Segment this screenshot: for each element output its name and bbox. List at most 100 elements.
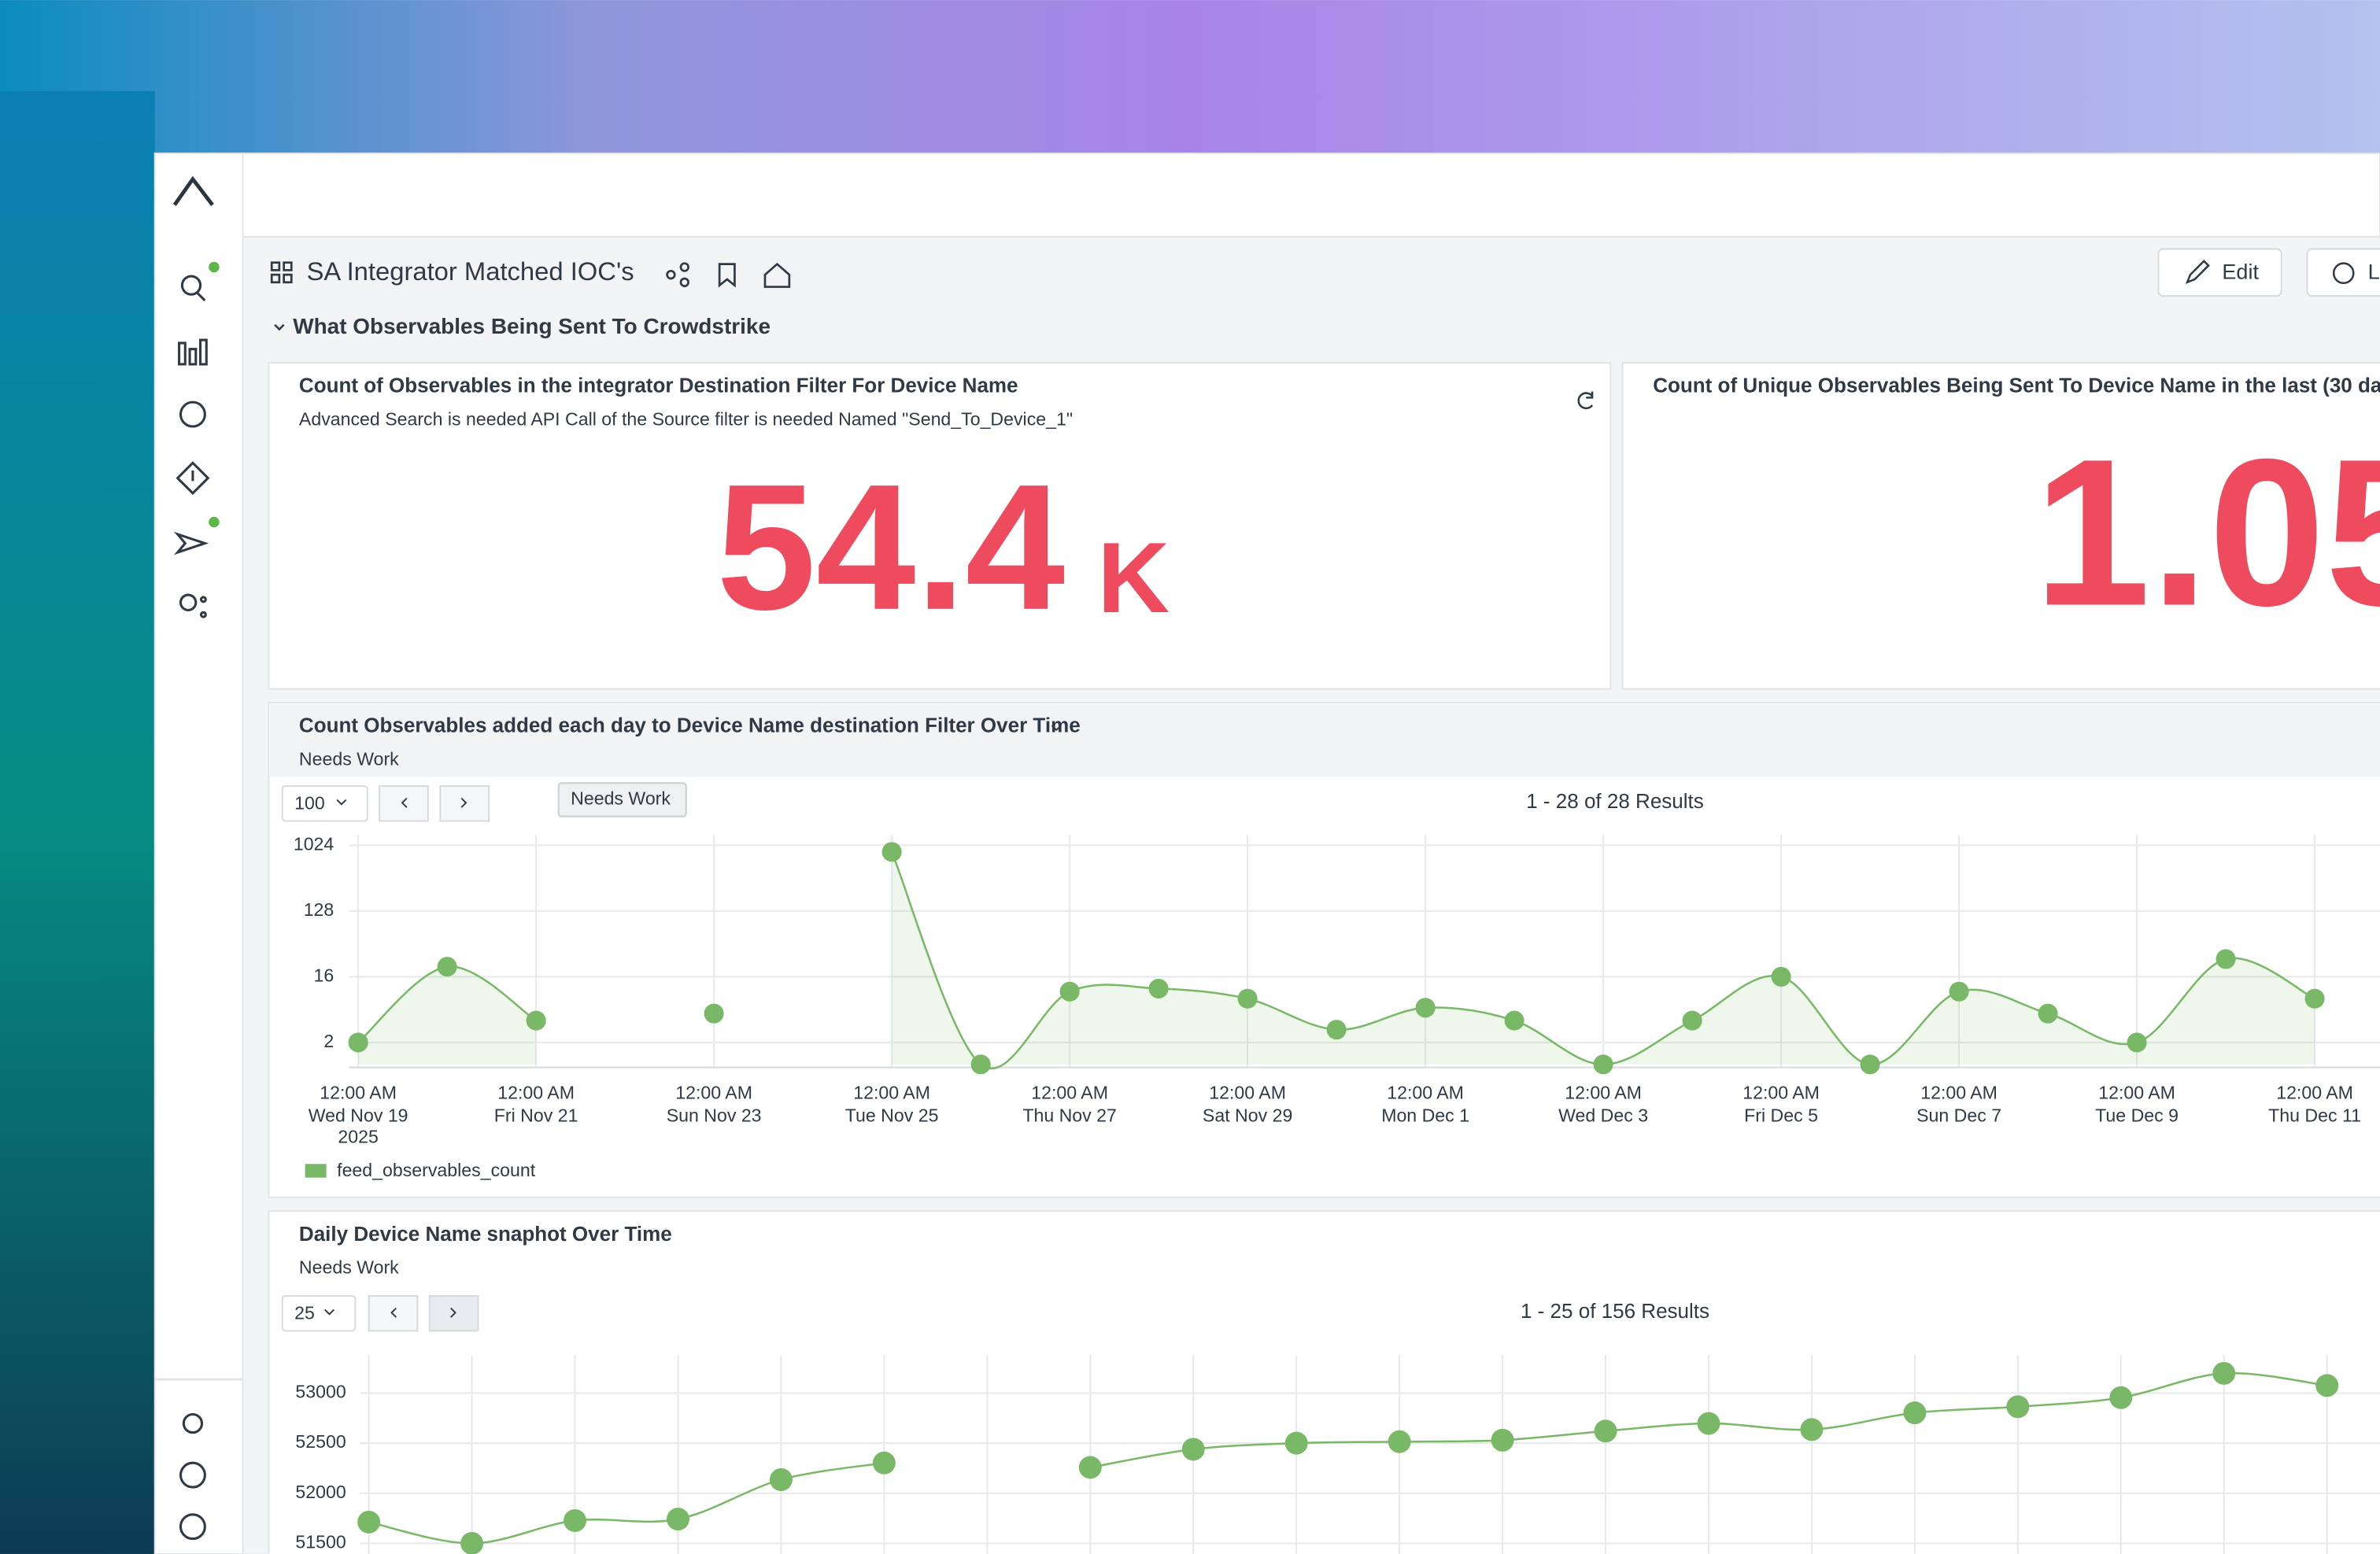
- panel: [268, 362, 1612, 690]
- area: [892, 851, 2315, 1069]
- data-point[interactable]: [2006, 1395, 2030, 1419]
- x-tick-label: Sun Nov 23: [667, 1106, 762, 1126]
- data-point[interactable]: [357, 1510, 381, 1534]
- data-point[interactable]: [1078, 1456, 1102, 1479]
- data-point[interactable]: [2109, 1386, 2133, 1409]
- big-number: 1.05: [2034, 416, 2380, 650]
- data-point[interactable]: [2127, 1032, 2147, 1053]
- charts: Count Observables added each day to Devi…: [268, 702, 2380, 1554]
- page-size: 25: [294, 1302, 315, 1323]
- data-point[interactable]: [1504, 1010, 1524, 1031]
- data-point[interactable]: [667, 1508, 689, 1531]
- big-number-unit: K: [1097, 522, 1170, 633]
- data-point[interactable]: [1800, 1418, 1824, 1441]
- data-point[interactable]: [2304, 988, 2325, 1009]
- data-point[interactable]: [1326, 1020, 1347, 1040]
- next-icon: [450, 1307, 456, 1318]
- tooltip: [557, 782, 687, 818]
- panel-title: Count of Observables in the integrator D…: [299, 374, 1018, 397]
- page-size: 100: [294, 792, 325, 813]
- profile-icon[interactable]: [179, 1461, 206, 1489]
- data-point[interactable]: [1388, 1430, 1411, 1453]
- chart-subtitle: Needs Work: [299, 1257, 399, 1277]
- settings-icon[interactable]: [182, 1412, 204, 1434]
- data-point[interactable]: [2315, 1374, 2339, 1397]
- x-tick-label: Tue Dec 9: [2095, 1106, 2179, 1126]
- x-tick-time: 12:00 AM: [1209, 1083, 1286, 1103]
- data-point[interactable]: [1682, 1010, 1702, 1031]
- y-tick-label: 16: [314, 965, 334, 985]
- collapse-icon[interactable]: [274, 323, 285, 331]
- tooltip-text: Needs Work: [571, 788, 671, 809]
- x-tick-year: 2025: [338, 1127, 378, 1147]
- more-button[interactable]: [2306, 248, 2380, 297]
- area: [358, 966, 537, 1065]
- data-point[interactable]: [460, 1531, 484, 1554]
- help-icon[interactable]: [179, 1513, 206, 1541]
- x-tick-time: 12:00 AM: [1387, 1083, 1464, 1103]
- chart-title: Daily Device Name snaphot Over Time: [299, 1222, 672, 1246]
- chart-panel: Daily Device Name snaphot Over Time Needs…: [268, 1210, 2380, 1554]
- data-point[interactable]: [1771, 966, 1791, 987]
- data-point[interactable]: [970, 1054, 991, 1075]
- x-tick-time: 12:00 AM: [675, 1083, 752, 1103]
- legend-swatch: [305, 1164, 327, 1178]
- data-point[interactable]: [2216, 949, 2236, 969]
- panel: [1621, 362, 2380, 690]
- data-point[interactable]: [348, 1032, 368, 1053]
- data-point[interactable]: [881, 842, 902, 862]
- data-point[interactable]: [564, 1509, 587, 1532]
- analytics-icon[interactable]: [178, 341, 187, 366]
- share-icon[interactable]: [666, 269, 676, 280]
- data-point[interactable]: [1860, 1054, 1880, 1075]
- big-number: 54.4: [716, 448, 1065, 648]
- data-point[interactable]: [526, 1010, 546, 1031]
- search-icon[interactable]: [180, 275, 202, 296]
- data-point[interactable]: [1059, 981, 1080, 1002]
- x-tick-label: Fri Dec 5: [1744, 1106, 1818, 1126]
- data-point[interactable]: [1949, 981, 1969, 1002]
- send-icon[interactable]: [173, 531, 209, 556]
- edit-icon: [2185, 260, 2210, 285]
- data-point[interactable]: [1284, 1431, 1308, 1455]
- data-point[interactable]: [1594, 1419, 1617, 1443]
- y-tick-label: 51500: [295, 1532, 346, 1552]
- edit-button[interactable]: [2157, 248, 2282, 297]
- y-tick-label: 1024: [294, 833, 334, 854]
- bookmark-icon[interactable]: [718, 263, 736, 288]
- data-point[interactable]: [704, 1003, 724, 1024]
- x-tick-time: 12:00 AM: [2276, 1083, 2353, 1103]
- y-tick-label: 2: [323, 1031, 334, 1051]
- x-tick-time: 12:00 AM: [853, 1083, 930, 1103]
- data-point[interactable]: [2038, 1003, 2058, 1024]
- data-point[interactable]: [769, 1468, 793, 1491]
- home-icon[interactable]: [763, 262, 791, 288]
- section-title: What Observables Being Sent To Crowdstri…: [293, 314, 771, 338]
- x-tick-time: 12:00 AM: [1920, 1083, 1998, 1103]
- data-point[interactable]: [1593, 1054, 1613, 1075]
- refresh-icon[interactable]: [1577, 391, 1594, 410]
- page-size-select[interactable]: [281, 785, 368, 822]
- data-point[interactable]: [437, 957, 457, 977]
- data-point[interactable]: [1181, 1438, 1205, 1461]
- alert-icon[interactable]: [176, 461, 210, 496]
- data-point[interactable]: [872, 1451, 896, 1475]
- integrations-icon[interactable]: [179, 593, 198, 611]
- page-size-select[interactable]: [281, 1295, 357, 1332]
- legend-label: feed_observables_count: [337, 1160, 536, 1180]
- x-tick-time: 12:00 AM: [1743, 1083, 1820, 1103]
- data-point[interactable]: [1148, 978, 1169, 998]
- data-point[interactable]: [1697, 1412, 1720, 1435]
- x-tick-time: 12:00 AM: [320, 1083, 397, 1103]
- network-icon[interactable]: [179, 400, 206, 428]
- data-point[interactable]: [1903, 1401, 1927, 1425]
- data-point[interactable]: [2212, 1361, 2236, 1385]
- dropdown-icon[interactable]: [1051, 725, 1062, 732]
- data-point[interactable]: [1415, 998, 1436, 1018]
- y-tick-label: 52500: [295, 1431, 346, 1452]
- data-point[interactable]: [1237, 988, 1258, 1009]
- prev-icon: [390, 1307, 397, 1318]
- data-point[interactable]: [1491, 1428, 1514, 1452]
- x-tick-time: 12:00 AM: [2098, 1083, 2175, 1103]
